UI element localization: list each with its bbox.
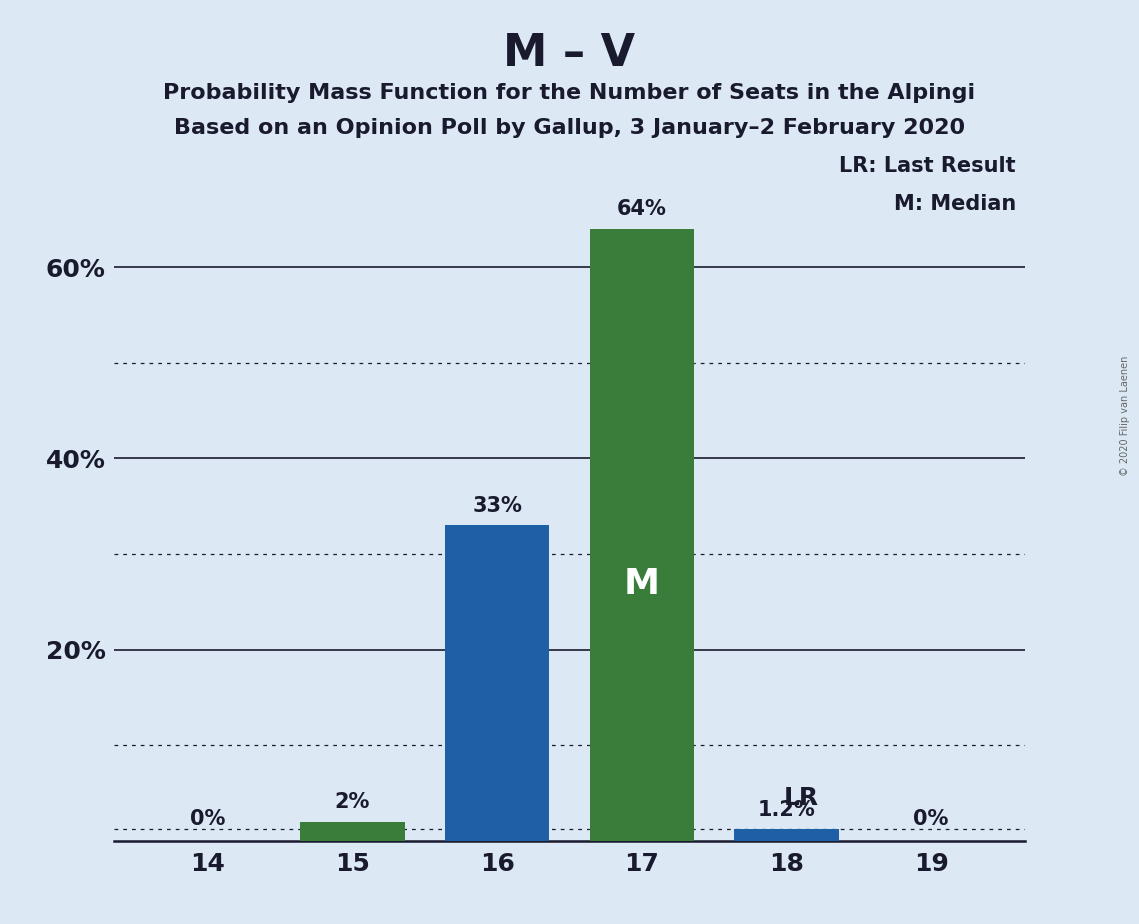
Bar (590, 229, 694, 841)
Text: M: M (624, 566, 659, 601)
Text: 0%: 0% (913, 809, 949, 830)
Text: 1.2%: 1.2% (757, 800, 816, 820)
Text: Based on an Opinion Poll by Gallup, 3 January–2 February 2020: Based on an Opinion Poll by Gallup, 3 Ja… (174, 118, 965, 139)
Text: LR: Last Result: LR: Last Result (839, 156, 1016, 176)
Text: 64%: 64% (617, 200, 666, 219)
Text: M: Median: M: Median (894, 194, 1016, 213)
Text: LR: LR (784, 786, 819, 810)
Bar (445, 526, 549, 841)
Bar (735, 830, 838, 841)
Text: Probability Mass Function for the Number of Seats in the Alpingi: Probability Mass Function for the Number… (163, 83, 976, 103)
Bar (301, 821, 404, 841)
Text: M – V: M – V (503, 32, 636, 76)
Text: 2%: 2% (335, 792, 370, 812)
Text: © 2020 Filip van Laenen: © 2020 Filip van Laenen (1120, 356, 1130, 476)
Text: 0%: 0% (190, 809, 226, 830)
Text: 33%: 33% (473, 496, 522, 516)
